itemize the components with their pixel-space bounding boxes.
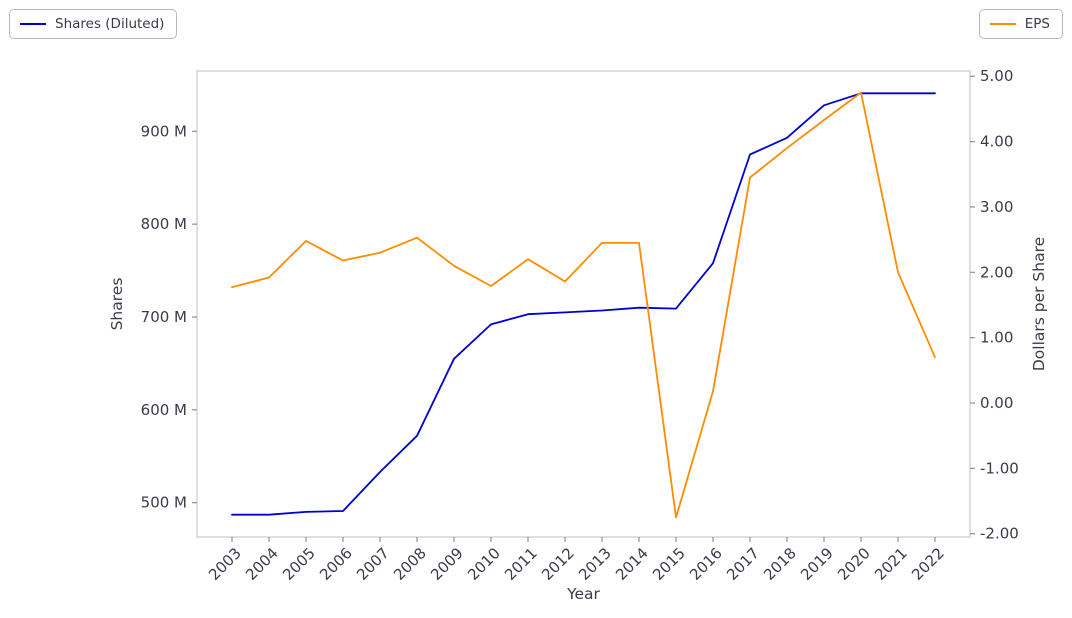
svg-text:2021: 2021: [871, 544, 911, 584]
legend-eps: EPS: [978, 9, 1063, 39]
svg-text:2018: 2018: [760, 544, 800, 584]
svg-text:2010: 2010: [464, 544, 504, 584]
svg-text:2009: 2009: [427, 544, 467, 584]
svg-text:2006: 2006: [316, 544, 356, 584]
svg-text:2015: 2015: [649, 544, 689, 584]
svg-text:2014: 2014: [612, 544, 652, 584]
svg-text:2008: 2008: [390, 544, 430, 584]
svg-text:-2.00: -2.00: [980, 525, 1019, 543]
svg-text:2012: 2012: [538, 544, 578, 584]
svg-text:Shares: Shares: [108, 278, 126, 331]
svg-text:0.00: 0.00: [980, 394, 1013, 412]
svg-text:900 M: 900 M: [141, 122, 187, 140]
svg-text:2005: 2005: [279, 544, 319, 584]
svg-text:2004: 2004: [242, 544, 282, 584]
svg-text:3.00: 3.00: [980, 198, 1013, 216]
svg-text:2007: 2007: [353, 544, 393, 584]
svg-text:2020: 2020: [834, 544, 874, 584]
svg-text:4.00: 4.00: [980, 133, 1013, 151]
shares-line-sample: [20, 23, 46, 25]
svg-text:600 M: 600 M: [141, 401, 187, 419]
svg-text:2.00: 2.00: [980, 263, 1013, 281]
svg-text:Year: Year: [566, 585, 600, 603]
svg-text:500 M: 500 M: [141, 494, 187, 512]
legend-shares-label: Shares (Diluted): [55, 16, 165, 32]
svg-text:2022: 2022: [908, 544, 948, 584]
eps-line-sample: [989, 23, 1016, 25]
svg-text:2011: 2011: [501, 544, 541, 584]
legend-eps-label: EPS: [1024, 16, 1050, 32]
svg-text:2019: 2019: [797, 544, 837, 584]
svg-text:2017: 2017: [723, 544, 763, 584]
svg-text:2016: 2016: [686, 544, 726, 584]
svg-text:Dollars per Share: Dollars per Share: [1030, 237, 1048, 371]
svg-text:800 M: 800 M: [141, 215, 187, 233]
svg-text:2013: 2013: [575, 544, 615, 584]
svg-text:-1.00: -1.00: [980, 459, 1019, 477]
svg-text:5.00: 5.00: [980, 67, 1013, 85]
legend-shares: Shares (Diluted): [9, 9, 178, 39]
svg-text:700 M: 700 M: [141, 308, 187, 326]
svg-text:2003: 2003: [205, 544, 245, 584]
svg-text:1.00: 1.00: [980, 329, 1013, 347]
